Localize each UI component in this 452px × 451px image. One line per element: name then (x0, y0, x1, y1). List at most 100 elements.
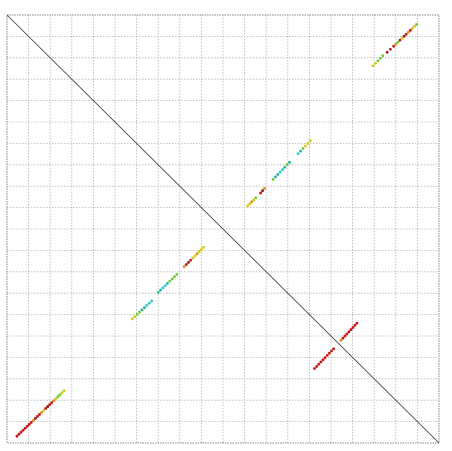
data-point (182, 265, 186, 269)
data-point (341, 336, 345, 340)
data-point (163, 284, 167, 288)
data-point (130, 317, 134, 321)
data-point (288, 160, 291, 164)
data-point (161, 286, 165, 290)
data-point (355, 321, 359, 325)
data-point (406, 30, 410, 34)
data-point (44, 407, 47, 410)
data-point (378, 56, 382, 60)
data-point (193, 254, 197, 258)
data-point (413, 24, 416, 28)
data-point (323, 356, 327, 359)
data-point (166, 281, 169, 285)
data-point (304, 144, 307, 148)
data-point (58, 393, 62, 397)
data-point (276, 173, 280, 176)
data-point (299, 149, 302, 153)
data-point (306, 142, 310, 145)
data-point (371, 64, 375, 68)
data-point (202, 246, 205, 249)
data-point (168, 279, 172, 283)
data-point (175, 272, 179, 276)
data-point (46, 405, 50, 408)
data-point (404, 32, 408, 36)
data-point (195, 252, 199, 256)
data-point (156, 290, 160, 294)
data-point (259, 191, 262, 195)
data-point (283, 165, 287, 169)
data-point (133, 315, 137, 319)
data-point (345, 332, 349, 336)
data-point (38, 413, 41, 416)
diagonal-line (6, 14, 440, 444)
data-point (138, 310, 141, 314)
data-point (381, 54, 385, 58)
data-point (200, 248, 203, 251)
data-point (281, 168, 284, 171)
data-point (15, 434, 19, 438)
data-point (184, 263, 188, 266)
data-point (319, 360, 323, 364)
data-point (250, 200, 254, 204)
data-point (376, 59, 380, 63)
data-point (402, 34, 406, 38)
data-point (261, 189, 264, 193)
data-point (40, 411, 43, 414)
data-point (308, 139, 312, 143)
data-point (415, 23, 418, 26)
data-point (389, 47, 392, 51)
data-point (263, 186, 266, 190)
data-point (31, 418, 35, 422)
data-point (353, 323, 357, 327)
data-point (254, 196, 258, 200)
data-point (189, 258, 193, 262)
data-point (396, 40, 400, 44)
data-point (17, 432, 21, 436)
data-point (173, 275, 176, 279)
data-point (313, 367, 316, 370)
data-point (29, 420, 33, 424)
data-point (317, 362, 321, 366)
data-point (410, 26, 414, 30)
data-point (246, 204, 250, 208)
data-point (373, 61, 377, 65)
data-point (170, 277, 174, 281)
data-point (408, 28, 412, 32)
data-point (398, 38, 402, 42)
data-point (315, 364, 319, 368)
data-point (274, 175, 277, 179)
data-point (321, 358, 325, 362)
data-point (325, 354, 329, 357)
plot-frame (6, 14, 440, 444)
data-point (143, 306, 146, 310)
data-point (19, 430, 23, 434)
data-point (60, 391, 64, 395)
data-point (50, 401, 54, 405)
data-point (347, 330, 351, 334)
data-point (339, 338, 343, 342)
data-point (271, 177, 275, 181)
data-point (385, 50, 389, 54)
data-point (150, 299, 154, 303)
data-point (33, 416, 37, 420)
data-point (394, 42, 398, 46)
data-point (349, 328, 353, 331)
data-point (392, 44, 396, 48)
data-point (62, 389, 66, 393)
data-point (278, 170, 282, 174)
data-point (135, 312, 139, 316)
data-point (140, 308, 144, 312)
data-point (23, 426, 27, 430)
data-point (21, 428, 25, 432)
data-point (147, 301, 151, 305)
data-point (332, 347, 335, 351)
data-point (145, 303, 149, 307)
data-point (296, 152, 300, 156)
data-point (343, 334, 347, 338)
data-point (48, 403, 52, 406)
data-point (159, 288, 162, 292)
data-point (56, 395, 60, 399)
data-point (327, 351, 331, 355)
